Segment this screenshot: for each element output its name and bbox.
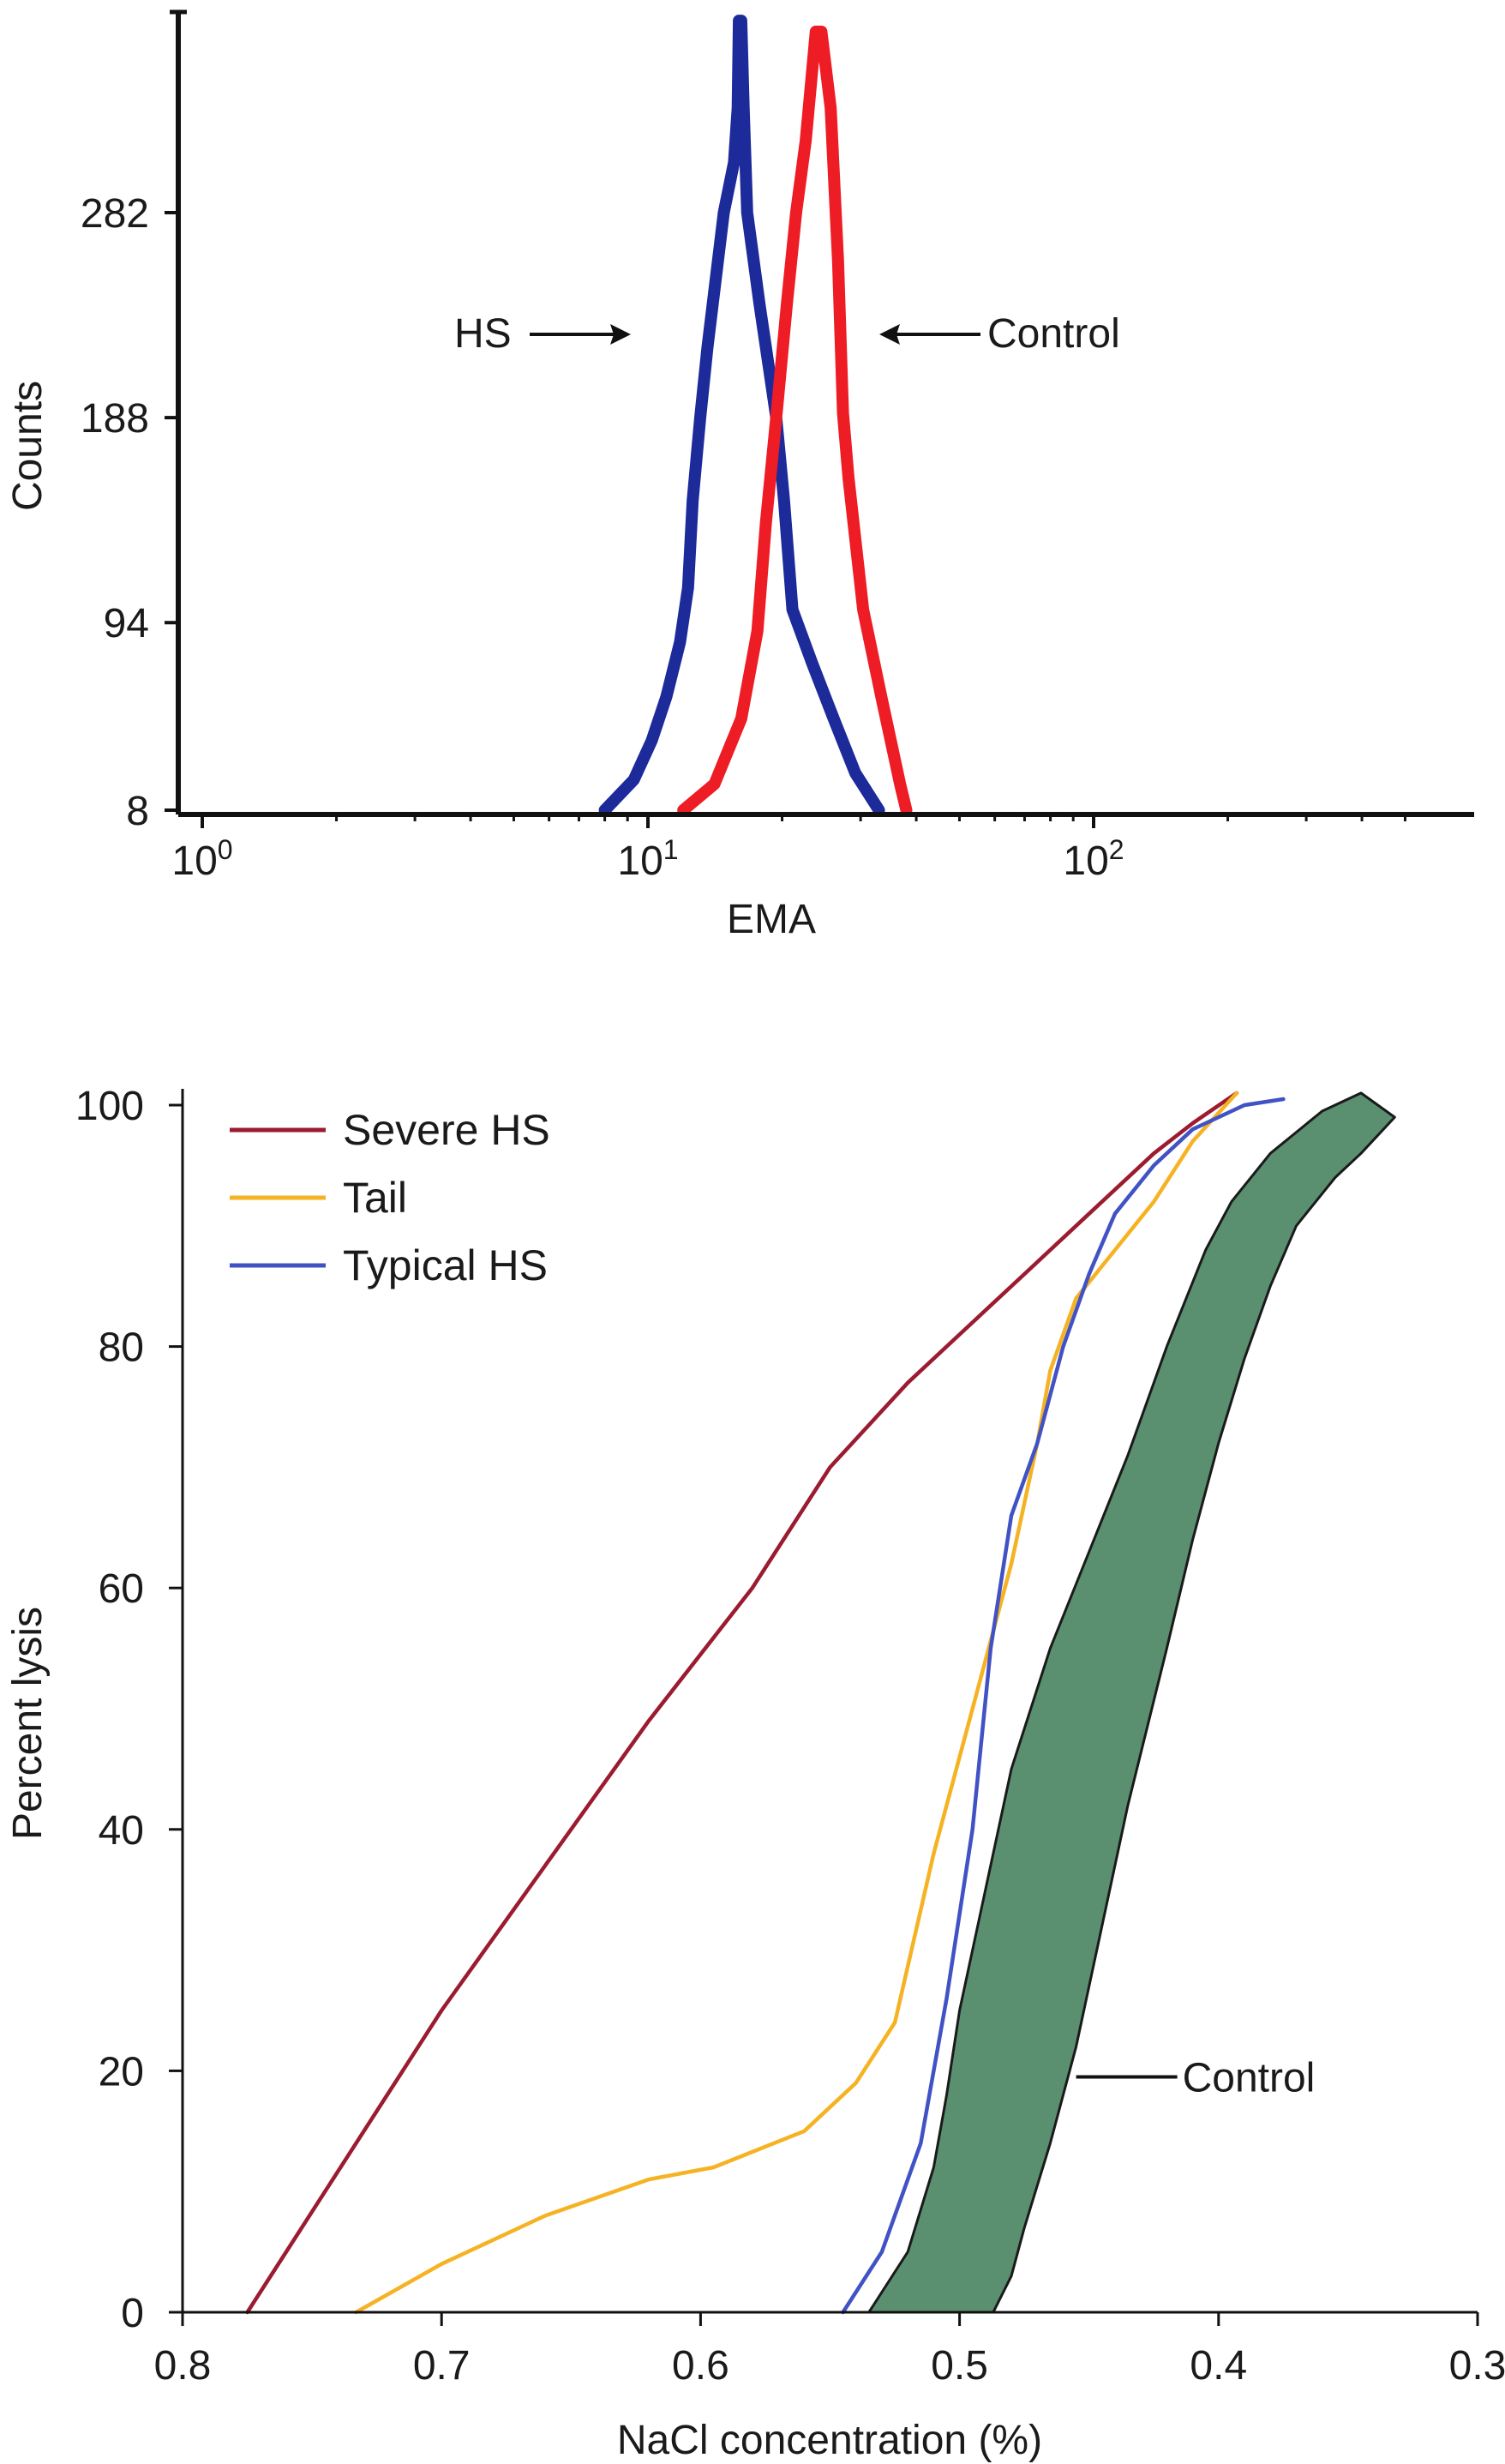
fragility-y-tick-label: 60	[99, 1566, 144, 1612]
ema-x-ticks: 100 101 102	[171, 814, 1406, 884]
fragility-y-axis-label: Percent lysis	[5, 1607, 51, 1840]
ema-series-hs	[598, 15, 885, 816]
ema-x-axis-label: EMA	[727, 897, 816, 942]
annotation-control-band-label: Control	[1183, 2055, 1316, 2100]
annotation-control-label: Control	[987, 311, 1120, 357]
ema-histogram-panel: 8 94 188 282 100 101 102 Counts EMA HS Contro…	[5, 9, 1474, 942]
ema-x-tick-label: 102	[1063, 834, 1124, 884]
ema-y-tick-label: 188	[81, 396, 149, 442]
legend: Severe HS Tail Typical HS	[230, 1106, 550, 1289]
fragility-y-tick-label: 80	[99, 1325, 144, 1371]
ema-x-tick-label: 101	[617, 834, 678, 884]
legend-item-severe-hs: Severe HS	[230, 1106, 550, 1154]
ema-y-tick-label: 282	[81, 191, 149, 237]
ema-y-tick-label: 8	[126, 789, 149, 834]
osmotic-fragility-panel: 0 20 40 60 80 100 0.8 0.7 0.6 0.5 0.4 0.3 Percent …	[5, 1084, 1505, 2463]
fragility-x-axis-label: NaCl concentration (%)	[617, 2418, 1042, 2463]
fragility-x-tick-label: 0.4	[1190, 2343, 1247, 2389]
fragility-axes	[181, 1089, 1478, 2314]
fragility-y-tick-label: 100	[75, 1084, 144, 1129]
legend-label-tail: Tail	[343, 1174, 407, 1222]
fragility-x-ticks: 0.8 0.7 0.6 0.5 0.4 0.3	[154, 2312, 1505, 2389]
ema-axes	[170, 9, 1474, 817]
fragility-x-tick-label: 0.5	[931, 2343, 988, 2389]
fragility-y-tick-label: 20	[99, 2049, 144, 2094]
annotation-control-band: Control	[1076, 2055, 1316, 2100]
fragility-y-ticks: 0 20 40 60 80 100	[75, 1084, 183, 2336]
control-band-group	[867, 1091, 1396, 2314]
fragility-x-tick-label: 0.8	[154, 2343, 212, 2389]
ema-y-axis-label: Counts	[5, 381, 51, 511]
legend-item-typical-hs: Typical HS	[230, 1241, 548, 1289]
annotation-control-top: Control	[879, 311, 1120, 357]
ema-y-ticks: 8 94 188 282	[81, 191, 178, 834]
fragility-series-group	[245, 1091, 1286, 2315]
fragility-series-typical-hs	[841, 1097, 1286, 2315]
annotation-hs-label: HS	[454, 311, 512, 357]
control-band-area	[867, 1091, 1396, 2314]
fragility-x-tick-label: 0.6	[672, 2343, 729, 2389]
fragility-x-tick-label: 0.7	[413, 2343, 471, 2389]
annotation-control-arrowhead	[879, 324, 900, 345]
ema-y-tick-label: 94	[104, 601, 149, 646]
fragility-x-tick-label: 0.3	[1449, 2343, 1505, 2389]
legend-label-severe-hs: Severe HS	[343, 1106, 550, 1154]
fragility-y-tick-label: 0	[121, 2291, 144, 2336]
ema-series-control	[677, 25, 913, 816]
fragility-series-severe-hs	[245, 1091, 1239, 2315]
fragility-series-tail	[354, 1091, 1239, 2315]
ema-series-group	[598, 15, 913, 816]
ema-x-tick-label: 100	[171, 834, 232, 884]
legend-item-tail: Tail	[230, 1174, 407, 1222]
annotation-hs-arrowhead	[610, 324, 631, 345]
fragility-y-tick-label: 40	[99, 1808, 144, 1854]
legend-label-typical-hs: Typical HS	[343, 1241, 548, 1289]
annotation-hs: HS	[454, 311, 631, 357]
